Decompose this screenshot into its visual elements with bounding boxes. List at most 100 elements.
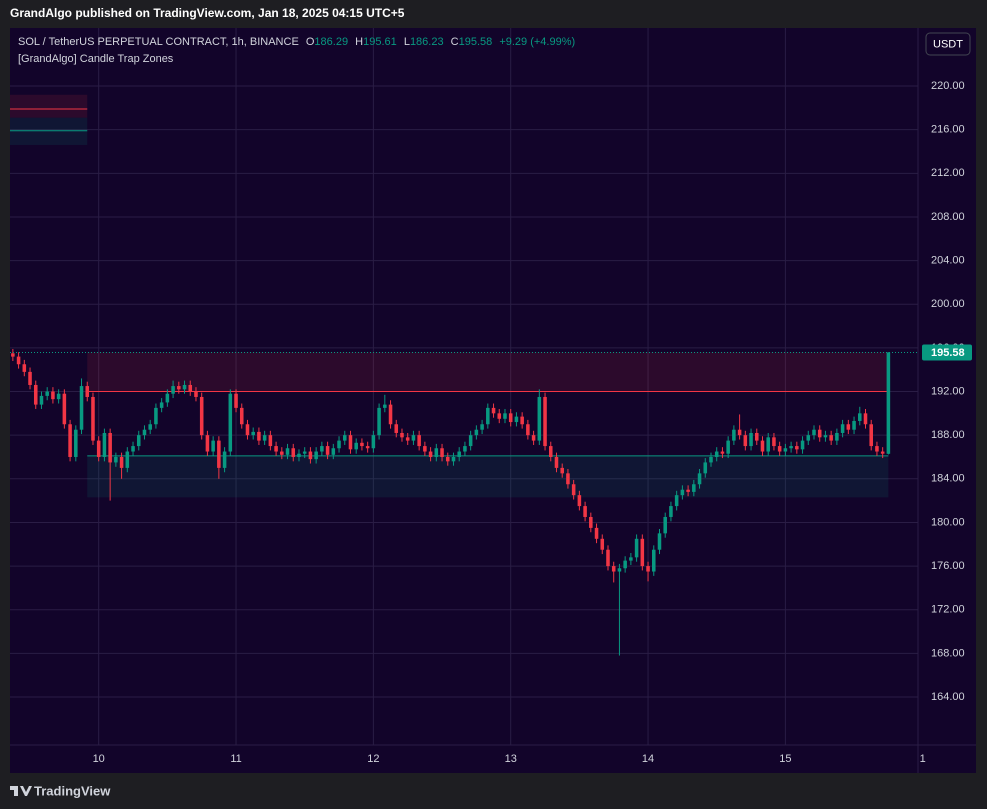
candle-body bbox=[617, 568, 622, 572]
x-tick-label: 1 bbox=[920, 753, 926, 765]
candle-body bbox=[365, 446, 370, 449]
candle-body bbox=[783, 448, 788, 452]
candle-body bbox=[423, 446, 427, 452]
candle-body bbox=[503, 413, 507, 419]
candle-body bbox=[594, 527, 599, 539]
candle-body bbox=[880, 451, 885, 454]
candle-body bbox=[875, 446, 879, 452]
candle-body bbox=[405, 437, 410, 441]
candle-body bbox=[394, 424, 399, 433]
candle-body bbox=[835, 432, 839, 441]
candle-body bbox=[222, 451, 227, 468]
y-tick-label: 220.00 bbox=[931, 80, 965, 92]
zone bbox=[87, 455, 889, 498]
candle-body bbox=[600, 538, 605, 550]
candle-body bbox=[383, 404, 387, 408]
candle-body bbox=[16, 356, 21, 365]
candle-body bbox=[468, 435, 473, 447]
candle-body bbox=[686, 489, 690, 492]
candle-body bbox=[85, 386, 90, 397]
legend: SOL / TetherUS PERPETUAL CONTRACT, 1h, B… bbox=[18, 36, 575, 48]
candle-body bbox=[434, 448, 439, 457]
currency-button[interactable] bbox=[925, 32, 971, 56]
candle-body bbox=[697, 473, 702, 485]
candle-body bbox=[651, 549, 656, 572]
candle-body bbox=[623, 560, 627, 569]
published-line: GrandAlgo published on TradingView.com, … bbox=[10, 6, 405, 20]
candle-body bbox=[114, 456, 118, 463]
candle-body bbox=[720, 451, 725, 454]
candle-body bbox=[257, 431, 261, 441]
candle-body bbox=[274, 446, 278, 452]
y-tick-label: 200.00 bbox=[931, 298, 965, 310]
candle-body bbox=[154, 407, 158, 425]
candle-body bbox=[840, 424, 845, 433]
candle-body bbox=[777, 446, 782, 452]
candle-body bbox=[68, 424, 72, 457]
candle-body bbox=[411, 435, 416, 441]
candle-body bbox=[280, 451, 284, 455]
candle-body bbox=[239, 407, 244, 425]
candle-body bbox=[491, 407, 496, 414]
candle-body bbox=[354, 442, 358, 450]
candle-body bbox=[692, 484, 696, 492]
candle-body bbox=[131, 446, 135, 452]
candle-body bbox=[732, 429, 736, 441]
zone bbox=[87, 352, 889, 392]
candle-body bbox=[348, 435, 353, 450]
ohlc-value: 195.58 bbox=[459, 36, 493, 48]
candle-body bbox=[669, 506, 673, 517]
candle-body bbox=[852, 420, 856, 430]
x-tick-label: 15 bbox=[779, 753, 791, 765]
change: +9.29 (+4.99%) bbox=[499, 36, 575, 48]
candle-body bbox=[142, 429, 147, 436]
candle-body bbox=[194, 391, 198, 397]
candle-body bbox=[177, 386, 181, 390]
candle-body bbox=[211, 440, 215, 452]
candle-body bbox=[548, 446, 553, 457]
last-price-tag bbox=[922, 344, 972, 361]
candle-body bbox=[11, 353, 15, 357]
candle-body bbox=[589, 516, 593, 528]
y-tick-label: 168.00 bbox=[931, 647, 965, 659]
candle-body bbox=[268, 435, 273, 447]
candle-body bbox=[119, 456, 124, 468]
candle-body bbox=[205, 435, 210, 452]
currency-label[interactable]: USDT bbox=[933, 38, 963, 50]
candle-body bbox=[520, 416, 524, 425]
candle-body bbox=[657, 533, 662, 550]
candle-body bbox=[846, 424, 851, 430]
candle-body bbox=[331, 448, 336, 455]
ohlc-label: O bbox=[306, 36, 315, 48]
candle-body bbox=[360, 442, 364, 447]
candle-body bbox=[39, 395, 44, 405]
candle-body bbox=[703, 462, 708, 474]
candle-body bbox=[337, 440, 341, 449]
candle-body bbox=[480, 424, 484, 430]
x-tick-label: 14 bbox=[642, 753, 654, 765]
candle-body bbox=[577, 495, 582, 507]
tradingview-logo bbox=[10, 786, 32, 796]
candle-body bbox=[217, 440, 221, 468]
candle-body bbox=[171, 386, 175, 394]
x-tick-label: 10 bbox=[93, 753, 105, 765]
ohlc-label: C bbox=[451, 36, 459, 48]
candle-body bbox=[611, 566, 616, 572]
candle-body bbox=[531, 435, 536, 441]
candle-body bbox=[308, 451, 313, 460]
candle-body bbox=[165, 393, 170, 403]
candle-body bbox=[514, 416, 519, 423]
candle-body bbox=[228, 393, 233, 452]
x-tick-label: 12 bbox=[367, 753, 379, 765]
candle-body bbox=[136, 435, 141, 447]
y-tick-label: 172.00 bbox=[931, 604, 965, 616]
candle-body bbox=[789, 446, 793, 449]
candle-body bbox=[102, 432, 107, 457]
candle-body bbox=[125, 451, 130, 468]
y-tick-label: 176.00 bbox=[931, 560, 965, 572]
candle-body bbox=[199, 396, 204, 436]
candle-body bbox=[606, 549, 610, 567]
y-tick-label: 212.00 bbox=[931, 167, 965, 179]
candle-body bbox=[537, 396, 542, 441]
